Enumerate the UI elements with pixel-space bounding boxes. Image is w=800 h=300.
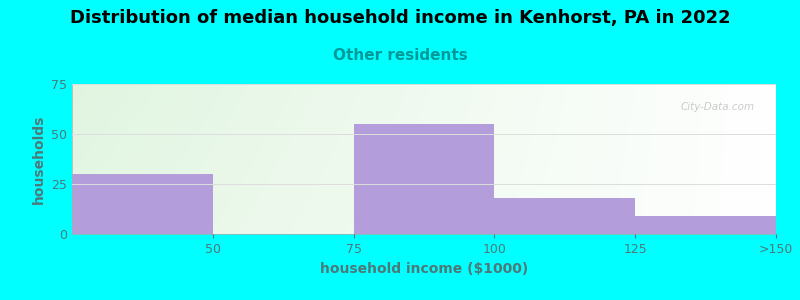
Bar: [354, 124, 494, 234]
Bar: [72, 174, 213, 234]
Text: Distribution of median household income in Kenhorst, PA in 2022: Distribution of median household income …: [70, 9, 730, 27]
X-axis label: household income ($1000): household income ($1000): [320, 262, 528, 276]
Text: City-Data.com: City-Data.com: [681, 102, 755, 112]
Text: Other residents: Other residents: [333, 48, 467, 63]
Y-axis label: households: households: [31, 114, 46, 204]
Bar: [494, 198, 635, 234]
Bar: [635, 216, 776, 234]
